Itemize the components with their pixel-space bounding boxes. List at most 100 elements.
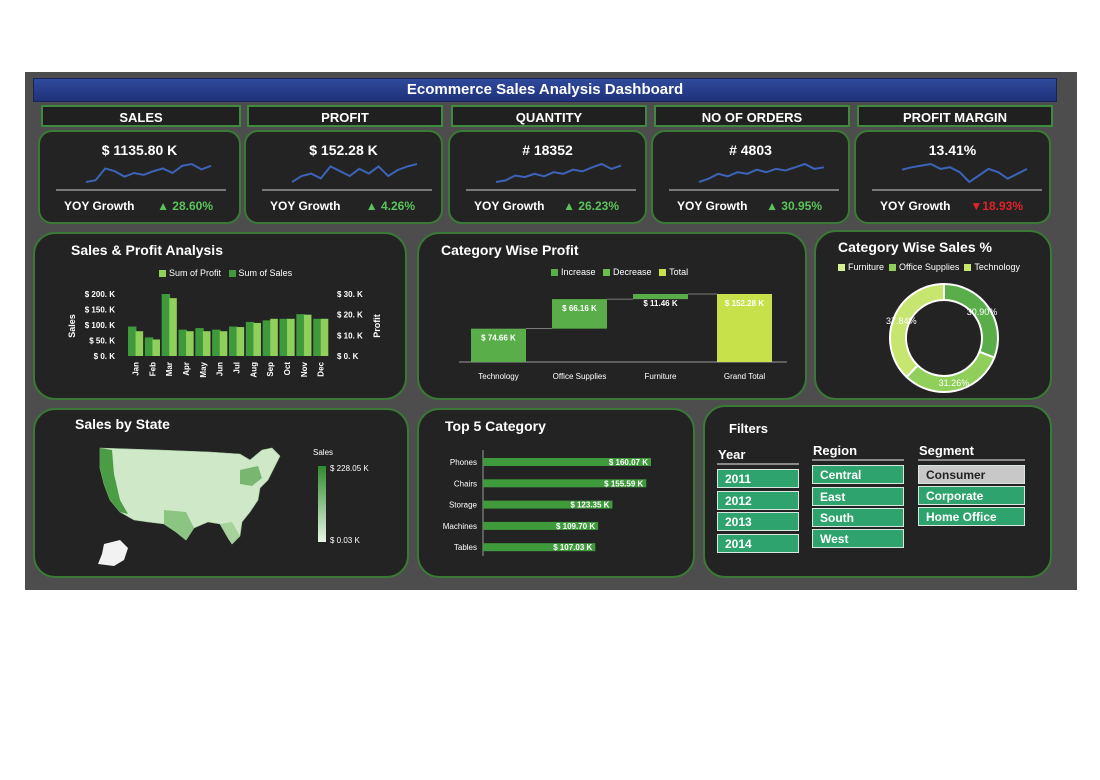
profit-bar [219, 331, 228, 356]
legend-swatch-increase [551, 269, 558, 277]
kpi-value: $ 152.28 K [309, 142, 378, 158]
y-left-axis-title: Sales [67, 314, 77, 338]
category-sales-title: Category Wise Sales % [838, 239, 992, 255]
sparkline-line [495, 162, 622, 183]
kpi-sparkline [669, 162, 839, 191]
sales-bar [195, 328, 204, 356]
top5-bar [483, 521, 599, 530]
sales-bar [279, 318, 288, 356]
us-map-alaska [98, 540, 128, 566]
kpi-card-quantity: # 18352 YOY Growth ▲ 26.23% [448, 130, 647, 224]
legend-label-technology: Technology [974, 262, 1020, 272]
waterfall-category-label: Grand Total [724, 372, 765, 381]
region-south-button[interactable]: South [812, 508, 904, 527]
legend-label-furniture: Furniture [848, 262, 885, 272]
sales-bar [144, 337, 154, 356]
waterfall-bar [471, 328, 526, 362]
map-legend-gradient [318, 466, 326, 542]
legend-label-decrease: Decrease [613, 267, 652, 277]
region-west-button[interactable]: West [812, 529, 904, 548]
top5-bar [483, 543, 596, 552]
top5-category-label: Chairs [454, 479, 477, 488]
y-right-tick-label: $ 10. K [337, 331, 363, 340]
segment-filter-label: Segment [919, 443, 974, 458]
us-map-east [240, 466, 262, 486]
year-2011-button[interactable]: 2011 [717, 469, 799, 488]
legend-swatch-total [659, 269, 667, 277]
x-tick-label: May [199, 361, 208, 377]
sales-profit-legend: Sum of Profit Sum of Sales [159, 268, 292, 278]
kpi-growth: ▲ 4.26% [365, 199, 415, 213]
sales-bar [161, 294, 171, 356]
x-tick-label: Jul [232, 362, 241, 374]
sparkline-line [901, 162, 1028, 184]
profit-bar [135, 331, 144, 356]
waterfall-category-label: Furniture [644, 372, 677, 381]
filters-panel: Filters Year 2011 2012 2013 2014 Region … [703, 405, 1052, 578]
y-right-tick-label: $ 30. K [337, 290, 363, 299]
top5-value-label: $ 109.70 K [556, 522, 595, 531]
category-sales-panel: Category Wise Sales % Furniture Office S… [814, 230, 1052, 400]
top5-category-label: Phones [450, 458, 477, 467]
waterfall-value-label: $ 74.66 K [481, 334, 516, 343]
x-tick-label: Oct [283, 362, 292, 376]
profit-bar [152, 339, 160, 356]
top5-value-label: $ 155.59 K [604, 479, 643, 488]
top5-value-label: $ 160.07 K [609, 458, 648, 467]
y-right-axis-title: Profit [372, 314, 382, 338]
sales-bar [296, 314, 305, 356]
legend-label-profit: Sum of Profit [169, 268, 222, 278]
year-2012-button[interactable]: 2012 [717, 491, 799, 510]
segment-home-office-button[interactable]: Home Office [918, 507, 1025, 526]
waterfall-bar [552, 299, 607, 329]
profit-bar [202, 331, 211, 356]
year-2013-button[interactable]: 2013 [717, 512, 799, 531]
segment-corporate-button[interactable]: Corporate [918, 486, 1025, 505]
map-legend-title: Sales [313, 448, 334, 457]
waterfall-category-label: Technology [478, 372, 518, 381]
segment-consumer-button[interactable]: Consumer [918, 465, 1025, 484]
kpi-yoy-label: YOY Growth [880, 199, 951, 213]
year-2014-button[interactable]: 2014 [717, 534, 799, 553]
sales-bar [229, 326, 238, 356]
us-map-texas [164, 510, 194, 540]
profit-bar [320, 318, 329, 356]
kpi-yoy-label: YOY Growth [270, 199, 341, 213]
kpi-sparkline [872, 162, 1042, 191]
y-left-tick-label: $ 200. K [85, 290, 115, 299]
waterfall-value-label: $ 152.28 K [725, 299, 764, 308]
donut-slice-label: 37.84% [886, 316, 917, 326]
legend-swatch-office [889, 264, 897, 272]
sales-bar [178, 329, 187, 356]
x-tick-label: Dec [317, 361, 326, 376]
x-tick-label: Sep [266, 362, 275, 377]
profit-bar [287, 318, 295, 356]
y-right-tick-label: $ 20. K [337, 311, 363, 320]
segment-filter-divider [918, 459, 1025, 461]
category-profit-title: Category Wise Profit [441, 242, 579, 258]
region-east-button[interactable]: East [812, 487, 904, 506]
top5-value-label: $ 123.35 K [570, 501, 609, 510]
x-tick-label: Mar [165, 362, 174, 376]
top5-title: Top 5 Category [445, 418, 546, 434]
kpi-sparkline [262, 163, 432, 191]
kpi-card-margin: 13.41% YOY Growth ▼18.93% [854, 130, 1051, 224]
legend-label-increase: Increase [561, 267, 596, 277]
dashboard-title: Ecommerce Sales Analysis Dashboard [33, 78, 1057, 102]
kpi-card-sales: $ 1135.80 K YOY Growth ▲ 28.60% [38, 130, 241, 224]
kpi-yoy-label: YOY Growth [64, 199, 135, 213]
legend-swatch-furniture [838, 264, 845, 272]
donut-slice [889, 282, 945, 379]
kpi-yoy-label: YOY Growth [474, 199, 545, 213]
sales-bar [212, 329, 221, 356]
top5-bar [483, 479, 647, 488]
x-tick-label: Jun [216, 362, 225, 376]
dashboard-canvas: Ecommerce Sales Analysis Dashboard SALES… [25, 72, 1077, 590]
legend-label-office: Office Supplies [899, 262, 960, 272]
us-map [98, 447, 281, 566]
sales-bar [313, 318, 322, 356]
region-central-button[interactable]: Central [812, 465, 904, 484]
profit-bar [169, 298, 177, 356]
top5-category-label: Machines [443, 522, 477, 531]
waterfall-bar [633, 294, 688, 300]
